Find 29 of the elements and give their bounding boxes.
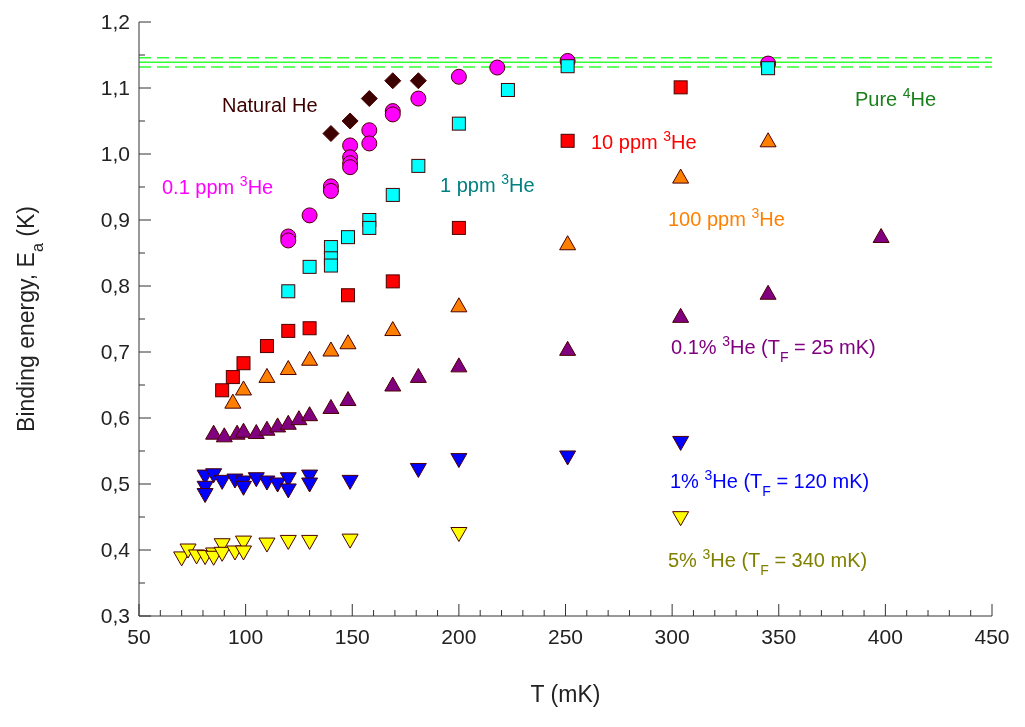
y-tick-label: 0,4 [100, 538, 131, 561]
x-tick-label: 50 [127, 625, 151, 648]
y-tick-label: 1,2 [100, 10, 130, 33]
x-tick-label: 250 [547, 625, 584, 648]
series-label: 0.1 ppm $^{3}$He [162, 173, 274, 198]
x-tick-label: 450 [974, 625, 1010, 648]
series-label: 0.1% $^{3}$He (T$_{F}$ = 25 mK) [671, 333, 876, 365]
x-axis-title: T (mK) [530, 681, 601, 707]
y-tick-label: 0,8 [100, 274, 130, 297]
x-tick-label: 300 [654, 625, 690, 648]
y-tick-label: 0,7 [100, 340, 130, 363]
series-label: 100 ppm $^{3}$He [668, 205, 785, 230]
y-tick-label: 1,0 [100, 142, 130, 165]
series-label: 10 ppm $^{3}$He [591, 128, 697, 153]
series-label: 1% $^{3}$He (T$_{F}$ = 120 mK) [670, 467, 870, 499]
y-tick-label: 1,1 [100, 76, 130, 99]
x-tick-label: 100 [228, 625, 264, 648]
x-tick-label: 200 [441, 625, 477, 648]
y-tick-label: 0,9 [100, 208, 130, 231]
series-label: Natural He [222, 94, 318, 116]
y-tick-label: 0,5 [100, 472, 130, 495]
x-tick-label: 150 [334, 625, 370, 648]
ref-line-label: Pure $^{4}$He [855, 85, 937, 110]
y-tick-label: 0,6 [100, 406, 130, 429]
x-tick-label: 350 [761, 625, 797, 648]
x-tick-label: 400 [867, 625, 903, 648]
series-label: 1 ppm $^{3}$He [440, 171, 535, 196]
series-label: 5% $^{3}$He (T$_{F}$ = 340 mK) [668, 546, 868, 578]
y-tick-label: 0,3 [100, 604, 130, 627]
